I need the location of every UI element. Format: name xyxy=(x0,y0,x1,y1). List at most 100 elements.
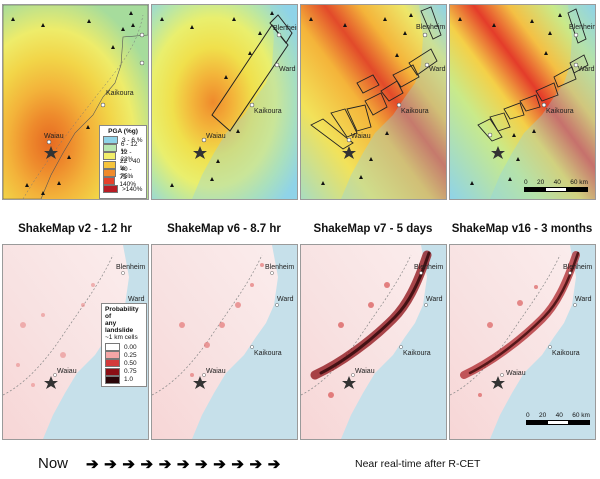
town-marker-kaikoura xyxy=(250,345,254,349)
station-markers xyxy=(458,13,562,185)
landslide-speckles xyxy=(478,285,538,397)
legend-swatch xyxy=(103,168,117,177)
scale-tick-40: 40 xyxy=(555,412,563,419)
sea-area xyxy=(490,5,595,199)
pga-intensity-field xyxy=(152,5,297,199)
pga-legend-item: 3 - 6 % xyxy=(103,136,143,145)
landslide-panel-3: Kaikoura Waiau xyxy=(300,244,447,440)
legend-swatch xyxy=(103,144,117,153)
shakemap-v16-panel: Blenheim Ward Kaikoura 0 20 40 60 km xyxy=(449,4,596,200)
place-label-kaikoura: Kaikoura xyxy=(106,90,134,97)
place-label-kaikoura: Kaikoura xyxy=(254,350,282,357)
boundary-dashed xyxy=(301,254,412,396)
shakemap-v16-map: Blenheim Ward Kaikoura xyxy=(450,5,595,199)
legend-label: 40 - 75% xyxy=(120,165,134,180)
landslide-map-3: Kaikoura Waiau xyxy=(301,245,446,439)
town-marker-kaikoura xyxy=(541,102,547,108)
town-marker-waiau xyxy=(351,373,355,377)
place-label-blenheim-ls3: Blenheim xyxy=(414,264,444,271)
landslide-map-2: Kaikoura Waiau xyxy=(152,245,297,439)
town-marker-blenheim xyxy=(573,32,579,38)
shakemap-v7-map: Blenheim Ward Kaikoura Waiau xyxy=(301,5,446,199)
sea-area xyxy=(341,5,446,199)
sea-area xyxy=(43,245,148,439)
legend-label: 0.00 xyxy=(124,343,137,351)
sea-area xyxy=(341,245,446,439)
pga-legend-item: >140% xyxy=(103,185,143,194)
place-label-ward: Ward xyxy=(429,66,446,73)
town-marker-kaikoura xyxy=(399,345,403,349)
scale-tick-40: 40 xyxy=(553,179,561,186)
place-label-ward-ls2: Ward xyxy=(277,296,294,303)
legend-label: >140% xyxy=(122,185,143,193)
town-marker-kaikoura xyxy=(249,102,255,108)
pga-legend-item: 75 - 140% xyxy=(103,174,143,188)
landslide-legend-item: 0.25 xyxy=(105,351,143,360)
arrow-right-icon: ➔ xyxy=(249,456,263,473)
town-marker-kaikoura xyxy=(396,102,402,108)
arrow-right-icon: ➔ xyxy=(195,456,208,473)
shakemap-v6-panel: Blenheim Ward Kaikoura Waiau xyxy=(151,4,298,200)
epicenter-star-icon xyxy=(342,376,356,389)
scale-bar-graphic xyxy=(526,420,590,425)
sea-area xyxy=(192,245,297,439)
pga-legend-item: 6 - 12 % xyxy=(103,141,143,155)
landslide-map-4 xyxy=(450,245,595,439)
landslide-panel-2: Kaikoura Waiau xyxy=(151,244,298,440)
epicenter-star-icon xyxy=(342,146,356,159)
fault-segment-polygons xyxy=(477,8,589,142)
town-marker-kaikoura xyxy=(100,102,106,108)
town-marker-waiau xyxy=(487,132,493,138)
legend-swatch xyxy=(105,367,120,376)
place-label-waiau: Waiau xyxy=(355,368,375,375)
pga-legend: PGA (%g) 3 - 6 % 6 - 12 % 12 - 22% 22 - 40 … xyxy=(99,125,147,199)
town-marker-ward xyxy=(275,303,279,307)
landslide-legend-item: 0.50 xyxy=(105,359,143,368)
scale-tick-60: 60 km xyxy=(570,179,588,186)
caption-v2: ShakeMap v2 - 1.2 hr xyxy=(18,223,132,235)
legend-label: 22 - 40 % xyxy=(119,157,141,172)
place-label-ward: Ward xyxy=(578,66,595,73)
highest-landslide-core xyxy=(319,251,431,375)
place-label-blenheim-ls2: Blenheim xyxy=(265,264,295,271)
boundary-dashed xyxy=(152,254,263,396)
pga-legend-item: 12 - 22% xyxy=(103,149,143,164)
scale-bar: 0 20 40 60 km xyxy=(524,179,588,192)
shakemap-v2-map: Kaikoura Waiau xyxy=(3,5,148,199)
place-label-blenheim-ls4: Blenheim xyxy=(563,264,593,271)
arrow-right-icon: ➔ xyxy=(86,456,99,473)
place-label-ward-ls4: Ward xyxy=(575,296,592,303)
arrow-right-icon: ➔ xyxy=(122,456,135,473)
legend-swatch xyxy=(103,160,116,169)
epicenter-star-icon xyxy=(44,376,58,389)
legend-label: 1.0 xyxy=(124,376,134,384)
place-label-ward: Ward xyxy=(279,66,296,73)
town-marker-ward xyxy=(424,62,430,68)
legend-swatch xyxy=(105,343,120,352)
legend-swatch xyxy=(105,375,120,384)
place-label-ward-ls1: Ward xyxy=(128,296,145,303)
town-marker-waiau xyxy=(202,373,206,377)
pga-intensity-field xyxy=(301,5,446,199)
station-markers xyxy=(309,13,413,185)
legend-label: 12 - 22% xyxy=(120,149,134,164)
place-label-waiau: Waiau xyxy=(57,368,77,375)
town-marker-ward xyxy=(424,303,428,307)
town-marker-blenheim xyxy=(270,271,274,275)
now-label: Now xyxy=(38,455,69,472)
landslide-map-1: Waiau xyxy=(3,245,148,439)
town-marker-ward xyxy=(274,62,280,68)
town-marker-kaikoura xyxy=(548,345,552,349)
near-realtime-label: Near real-time after R-CET xyxy=(355,458,481,470)
scale-tick-0: 0 xyxy=(526,412,530,419)
arrow-right-icon: ➔ xyxy=(140,456,154,473)
place-label-blenheim: Blenheim xyxy=(569,24,595,31)
epicenter-star-icon xyxy=(193,146,207,159)
scale-bar-row2: 0 20 40 60 km xyxy=(526,412,590,425)
legend-swatch xyxy=(103,185,118,194)
highest-landslide-core xyxy=(468,251,580,375)
epicenter-star-icon xyxy=(193,376,207,389)
pga-legend-item: 40 - 75% xyxy=(103,165,143,180)
station-markers xyxy=(11,11,135,195)
place-label-waiau: Waiau xyxy=(206,368,226,375)
